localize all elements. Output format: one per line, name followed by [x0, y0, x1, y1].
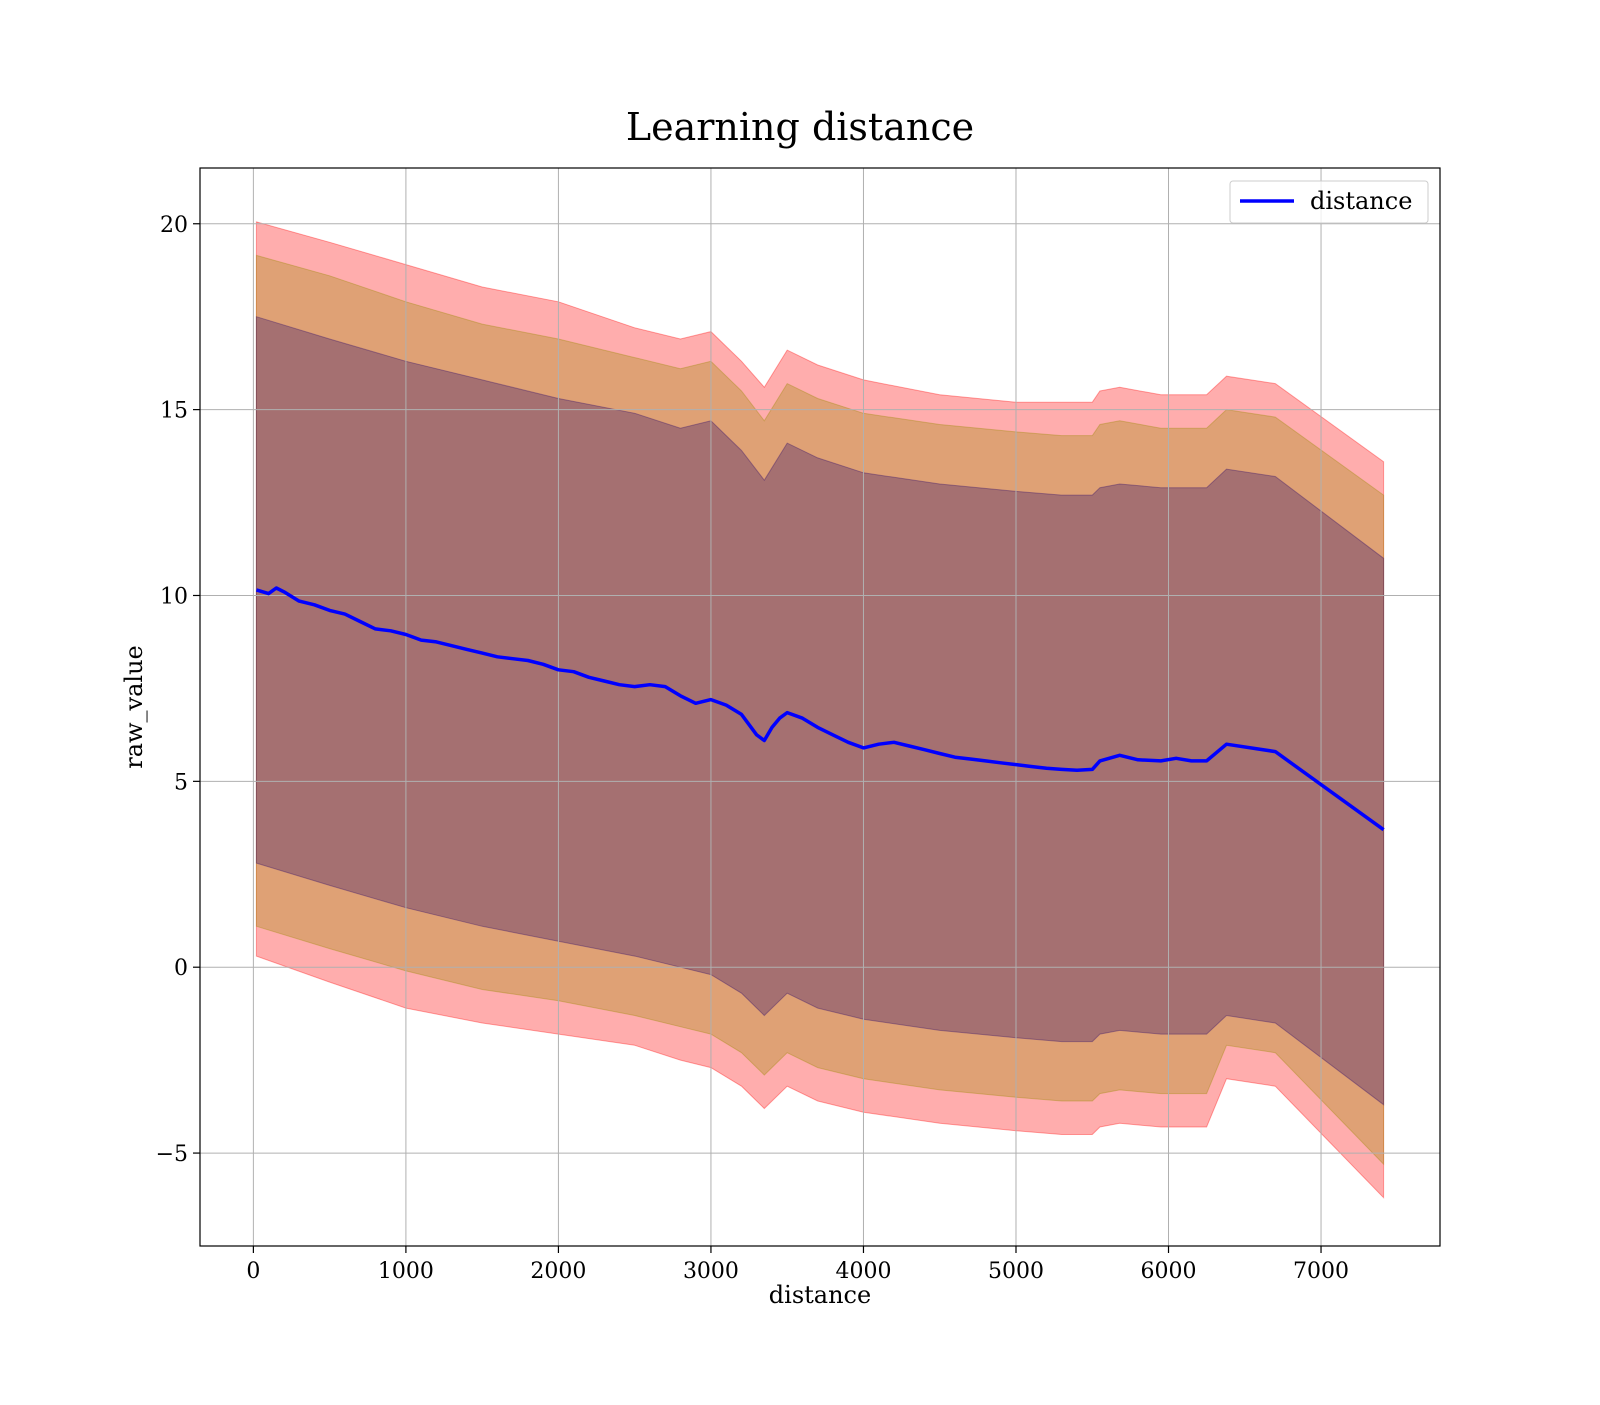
y-tick-label: 0	[174, 956, 188, 981]
y-tick-label: −5	[156, 1142, 188, 1167]
y-axis-ticks: −5 0 5 10 15 20	[156, 213, 200, 1167]
legend: distance	[1229, 180, 1429, 224]
series-lines	[255, 586, 1385, 832]
x-axis-ticks: 0 1000 2000 3000 4000 5000 6000 7000	[246, 1246, 1349, 1284]
legend-label-distance: distance	[1310, 187, 1412, 215]
y-axis-label: raw_value	[120, 645, 148, 769]
grid	[200, 168, 1440, 1246]
plot-frame	[199, 167, 1441, 1247]
x-axis-label: distance	[769, 1281, 871, 1309]
chart-title: Learning distance	[626, 105, 974, 149]
x-tick-label: 4000	[835, 1259, 891, 1284]
x-tick-label: 0	[246, 1259, 260, 1284]
y-tick-label: 10	[160, 584, 188, 609]
series-line-0	[255, 586, 1385, 832]
x-tick-label: 5000	[988, 1259, 1044, 1284]
y-tick-label: 20	[160, 213, 188, 238]
x-tick-label: 3000	[683, 1259, 739, 1284]
y-tick-label: 15	[160, 399, 188, 424]
x-tick-label: 1000	[378, 1259, 434, 1284]
x-tick-label: 6000	[1141, 1259, 1197, 1284]
x-tick-label: 7000	[1293, 1259, 1349, 1284]
y-tick-label: 5	[174, 770, 188, 795]
confidence-bands	[255, 221, 1385, 1199]
x-tick-label: 2000	[530, 1259, 586, 1284]
legend-box	[1229, 180, 1429, 224]
